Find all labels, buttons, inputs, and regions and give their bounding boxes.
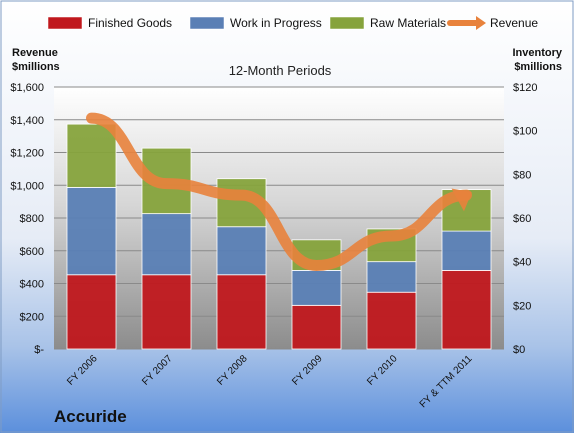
right-tick-label: $20 — [513, 300, 531, 312]
bar-finished-goods — [366, 291, 417, 350]
legend-arrowhead-revenue — [476, 16, 486, 30]
left-tick-label: $- — [34, 344, 44, 356]
left-tick-label: $1,400 — [10, 115, 44, 127]
right-tick-label: $80 — [513, 169, 531, 181]
left-tick-label: $1,200 — [10, 148, 44, 160]
chart-subtitle: 12-Month Periods — [229, 63, 332, 78]
bar-work-in-progress — [291, 269, 342, 306]
legend-label: Finished Goods — [88, 16, 172, 30]
legend-label: Raw Materials — [370, 16, 446, 30]
right-tick-label: $60 — [513, 213, 531, 225]
right-axis-label-line1: Inventory — [512, 47, 562, 59]
right-tick-label: $100 — [513, 126, 537, 138]
bar-finished-goods — [141, 274, 192, 350]
bars — [66, 123, 492, 350]
revenue-line — [86, 112, 472, 271]
left-tick-label: $1,600 — [10, 82, 44, 94]
legend-swatch-finished-goods — [47, 16, 83, 30]
left-tick-label: $800 — [20, 213, 44, 225]
legend: Finished Goods Work in Progress Raw Materi… — [47, 16, 538, 30]
bar-work-in-progress — [141, 213, 192, 276]
legend-swatch-raw-materials — [329, 16, 365, 30]
bar-finished-goods — [441, 269, 492, 350]
revenue-arrowhead — [451, 188, 472, 212]
legend-label: Revenue — [490, 16, 538, 30]
right-tick-label: $120 — [513, 82, 537, 94]
legend-label: Work in Progress — [230, 16, 322, 30]
left-tick-label: $200 — [20, 311, 44, 323]
right-tick-label: $40 — [513, 257, 531, 269]
bar-work-in-progress — [366, 261, 417, 293]
left-tick-label: $400 — [20, 279, 44, 291]
bar-finished-goods — [216, 274, 267, 350]
right-axis-label-line2: $millions — [514, 61, 562, 73]
bar-work-in-progress — [66, 187, 117, 276]
right-tick-label: $0 — [513, 344, 525, 356]
bar-finished-goods — [291, 304, 342, 350]
bar-work-in-progress — [216, 226, 267, 276]
company-name: Accuride — [54, 407, 127, 426]
left-tick-label: $1,000 — [10, 180, 44, 192]
bar-finished-goods — [66, 274, 117, 350]
left-axis-label-line1: Revenue — [12, 47, 58, 59]
bar-raw-materials — [66, 123, 117, 188]
bar-work-in-progress — [441, 230, 492, 271]
revenue-line-layer — [86, 112, 472, 271]
left-axis-label-line2: $millions — [12, 61, 60, 73]
legend-swatch-work-in-progress — [189, 16, 225, 30]
left-tick-label: $600 — [20, 246, 44, 258]
